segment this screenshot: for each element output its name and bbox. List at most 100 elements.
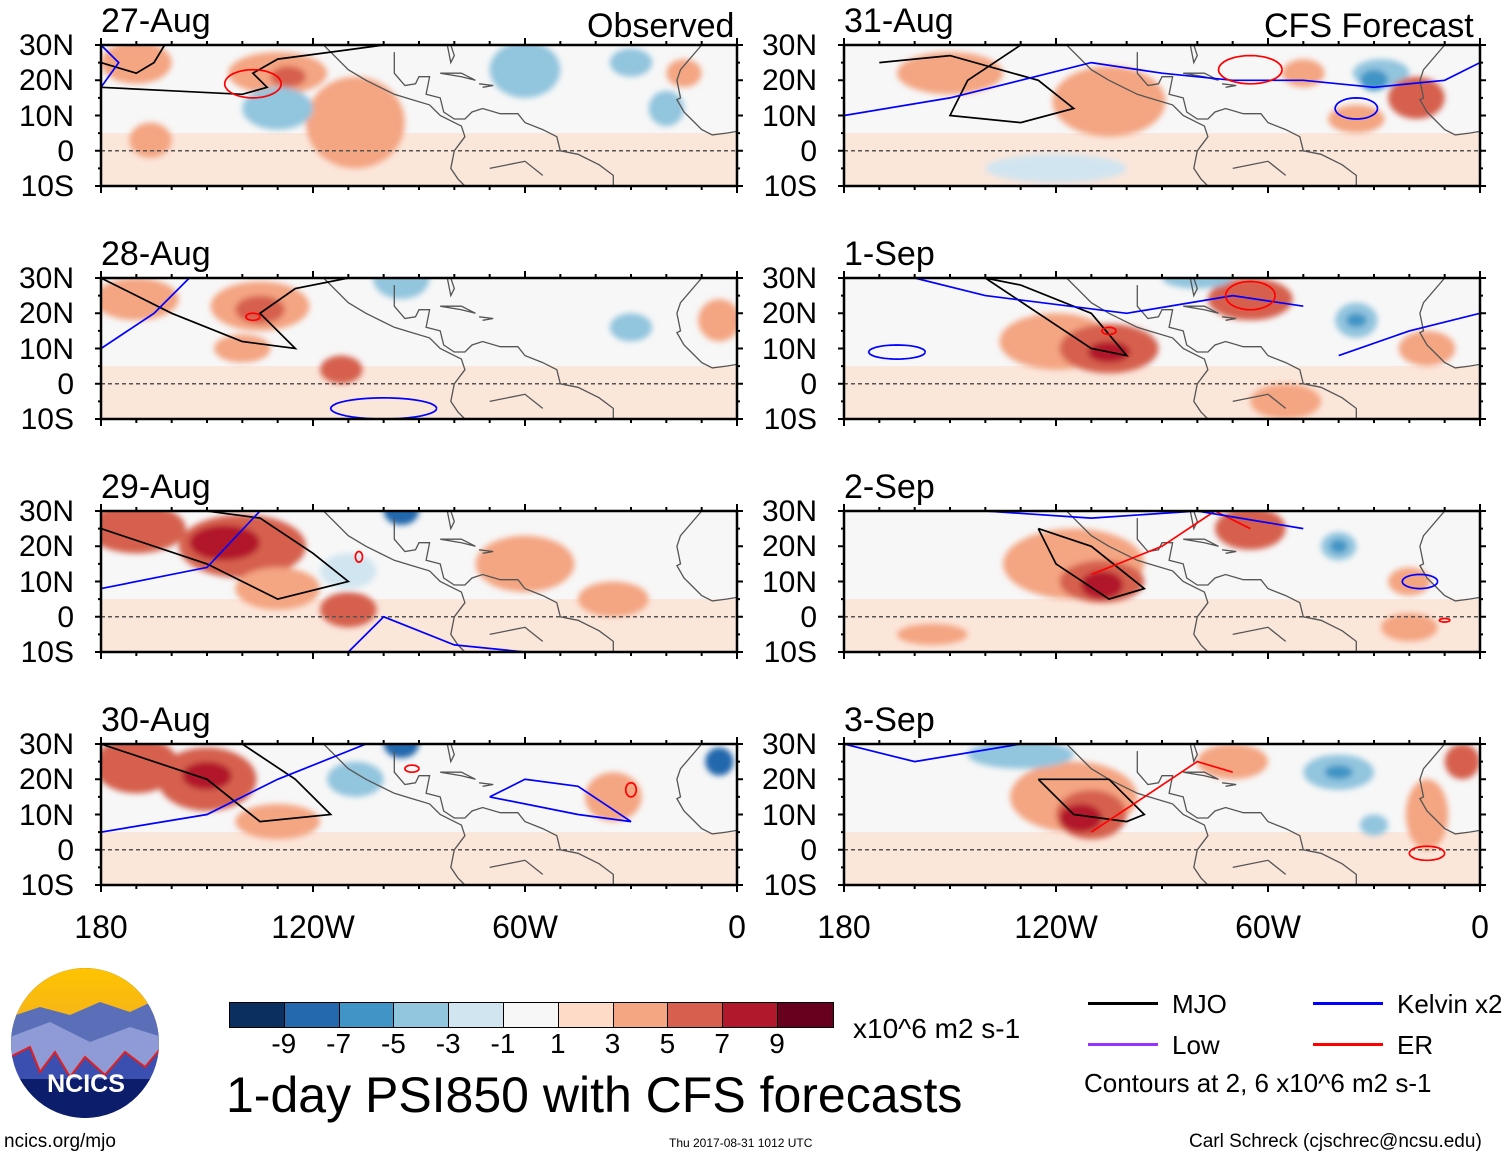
anomaly-shading — [489, 45, 561, 98]
wave-contour — [101, 278, 349, 350]
anomaly-shading — [320, 355, 363, 384]
wave-contour — [1037, 778, 1146, 823]
colorbar-swatch — [229, 1002, 286, 1028]
wave-contour — [1090, 511, 1251, 576]
lat-tick-label: 10S — [20, 403, 74, 436]
coastline — [446, 744, 456, 764]
anomaly-shading — [1324, 765, 1353, 780]
footer-author: Carl Schreck (cjschrec@ncsu.edu) — [1189, 1131, 1482, 1152]
coastline — [1183, 72, 1219, 81]
coastline — [323, 744, 466, 885]
contour-note: Contours at 2, 6 x10^6 m2 s-1 — [1084, 1068, 1432, 1098]
coastline — [489, 859, 544, 875]
map-panel — [838, 38, 1486, 193]
lat-tick-label: 20N — [18, 297, 74, 331]
colorbar-swatch — [612, 1002, 670, 1028]
coastline — [479, 316, 494, 321]
ncics-logo: NCICS — [11, 968, 159, 1118]
wave-contour — [1438, 617, 1451, 623]
colorbar-swatch — [777, 1002, 834, 1028]
wave-contour — [329, 396, 438, 419]
colorbar-label: 1 — [550, 1028, 566, 1059]
coastline — [1066, 744, 1209, 885]
wave-contour — [101, 45, 166, 75]
anomaly-shading — [320, 592, 377, 628]
coastline — [479, 782, 494, 787]
wave-contour — [347, 615, 526, 652]
coastline — [393, 52, 614, 186]
lat-tick-label: 10N — [761, 565, 817, 599]
wave-contour — [844, 61, 1480, 117]
lat-tick-label: 0 — [57, 367, 74, 401]
colorbar-label: -5 — [380, 1028, 406, 1059]
anomaly-shading — [1197, 744, 1268, 780]
wave-contour — [624, 781, 638, 798]
lat-tick-label: 30N — [18, 29, 74, 62]
wave-contour — [101, 744, 333, 823]
coastline — [1222, 782, 1237, 787]
anomaly-shading — [1345, 313, 1367, 328]
lat-tick-label: 0 — [57, 600, 74, 634]
lat-tick-label: 0 — [800, 833, 817, 867]
lat-tick-label: 10N — [761, 99, 817, 133]
coastline — [393, 751, 614, 885]
wave-contour — [1224, 280, 1276, 311]
coastline — [1136, 751, 1357, 885]
lon-tick-label: 0 — [728, 909, 746, 945]
colorbar-swatch — [722, 1002, 779, 1028]
coastline — [1136, 52, 1357, 186]
legend-line — [1088, 1002, 1158, 1005]
lat-tick-label: 0 — [800, 367, 817, 401]
lat-tick-label: 20N — [761, 64, 817, 98]
lat-tick-label: 30N — [18, 495, 74, 528]
lon-tick-label: 120W — [271, 909, 355, 945]
coastline — [479, 83, 494, 88]
colorbar-swatch — [503, 1002, 560, 1028]
anomaly-shading — [1162, 278, 1233, 289]
lat-tick-label: 30N — [761, 29, 817, 62]
coastline — [489, 626, 544, 642]
lon-tick-label: 0 — [1471, 909, 1489, 945]
anomaly-shading — [666, 59, 702, 88]
coastline — [1189, 744, 1199, 764]
coastline — [489, 393, 544, 409]
wave-contour — [223, 68, 283, 99]
lat-tick-label: 30N — [761, 262, 817, 295]
anomaly-shading — [1398, 330, 1456, 367]
wave-contour — [101, 511, 351, 601]
lat-tick-label: 20N — [18, 763, 74, 797]
coastline — [323, 45, 466, 186]
coastline — [323, 278, 466, 419]
anomaly-shading — [373, 278, 430, 300]
colorbar-label: -9 — [271, 1028, 297, 1059]
lat-tick-label: 0 — [57, 833, 74, 867]
anomaly-shading — [235, 567, 321, 610]
coastline — [446, 45, 456, 65]
colorbar-label: -3 — [435, 1028, 461, 1059]
anomaly-shading — [214, 334, 271, 363]
lat-tick-label: 10S — [763, 636, 817, 669]
lat-tick-label: 30N — [761, 495, 817, 528]
colorbar-label: -1 — [490, 1028, 516, 1059]
wave-contour — [984, 278, 1129, 357]
wave-contour — [1334, 97, 1379, 120]
lat-tick-label: 30N — [761, 728, 817, 761]
anomaly-shading — [1388, 567, 1431, 596]
anomaly-shading — [705, 747, 734, 776]
panel-date: 27-Aug — [101, 2, 211, 40]
anomaly-shading — [578, 581, 649, 617]
wave-contour — [879, 45, 1092, 124]
lat-tick-label: 20N — [761, 297, 817, 331]
wave-contour — [101, 45, 120, 88]
map-panel — [95, 38, 743, 193]
anomaly-shading — [475, 535, 575, 593]
coastline — [675, 744, 737, 835]
anomaly-shading — [897, 623, 968, 645]
legend-line — [1313, 1043, 1383, 1046]
lat-tick-label: 10S — [763, 869, 817, 902]
lat-tick-label: 0 — [57, 134, 74, 168]
panel-date: 1-Sep — [844, 235, 935, 273]
legend-line — [1313, 1002, 1383, 1005]
anomaly-shading — [1080, 570, 1124, 600]
footer-url[interactable]: ncics.org/mjo — [4, 1131, 116, 1152]
